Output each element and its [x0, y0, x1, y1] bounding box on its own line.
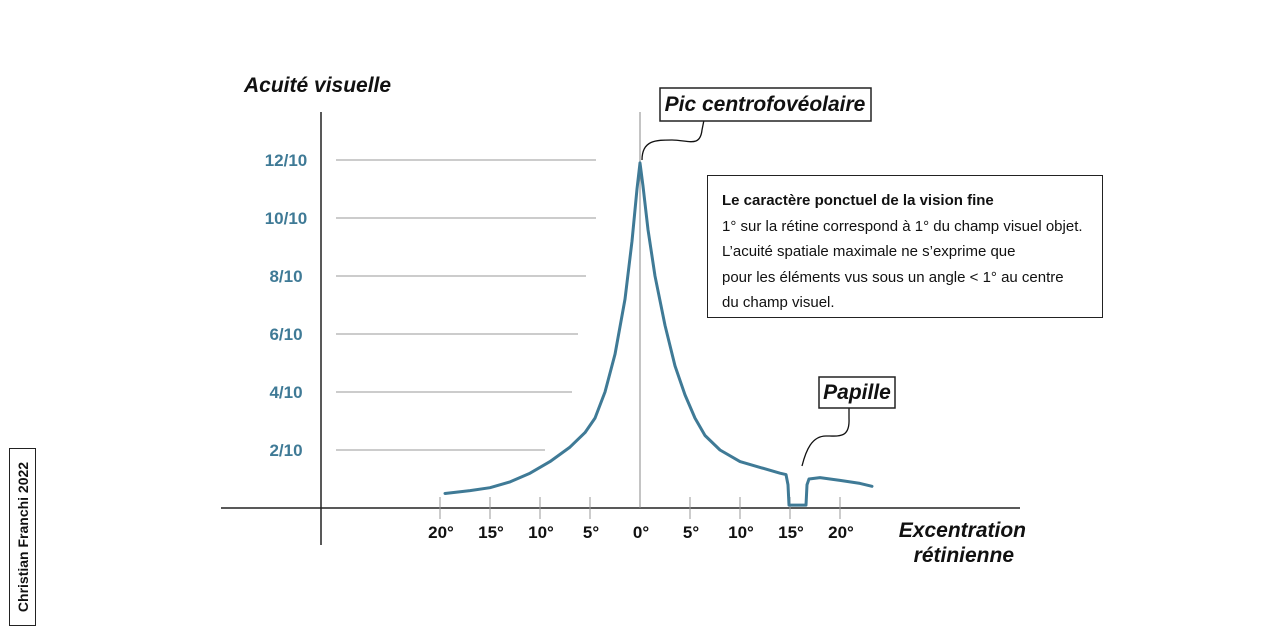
- x-tick-label: 10°: [528, 523, 554, 542]
- x-axis-title-line-1: Excentration: [899, 519, 1026, 542]
- y-tick-label: 12/10: [265, 151, 308, 170]
- x-tick-label: 5°: [683, 523, 699, 542]
- x-tick-label: 10°: [728, 523, 754, 542]
- papille-callout-box: [818, 376, 896, 409]
- credit-text: Christian Franchi 2022: [14, 461, 31, 613]
- y-tick-label: 10/10: [265, 209, 308, 228]
- papille-leader-line: [801, 408, 850, 467]
- x-tick-label: 15°: [478, 523, 504, 542]
- credit-box: Christian Franchi 2022: [9, 448, 36, 626]
- x-tick-label: 5°: [583, 523, 599, 542]
- note-line: du champ visuel.: [722, 294, 835, 311]
- y-tick-label: 6/10: [269, 325, 302, 344]
- x-axis-title-line-2: rétinienne: [914, 544, 1015, 567]
- gridlines: [336, 159, 596, 451]
- y-tick-label: 4/10: [269, 383, 302, 402]
- y-tick-labels: 2/10 4/10 6/10 8/10 10/10 12/10: [265, 151, 308, 460]
- x-tick-label: 20°: [428, 523, 454, 542]
- y-axis-title: Acuité visuelle: [243, 74, 391, 97]
- note-line: pour les éléments vus sous un angle < 1°…: [722, 268, 1064, 286]
- x-tick-label: 15°: [778, 523, 804, 542]
- y-tick-label: 8/10: [269, 267, 302, 286]
- note-line: L’acuité spatiale maximale ne s’exprime …: [722, 243, 1016, 260]
- papille-callout-label: Papille: [823, 381, 891, 404]
- peak-callout-label: Pic centrofovéolaire: [665, 93, 866, 116]
- series: [443, 161, 874, 507]
- peak-callout-box: [659, 87, 872, 122]
- x-tick-label: 0°: [633, 523, 649, 542]
- peak-leader-line: [641, 119, 705, 161]
- acuity-curve: [443, 161, 874, 507]
- note-line: 1° sur la rétine correspond à 1° du cham…: [722, 217, 1083, 235]
- y-tick-label: 2/10: [269, 441, 302, 460]
- note-title: Le caractère ponctuel de la vision fine: [722, 192, 994, 209]
- note-box: Le caractère ponctuel de la vision fine …: [707, 175, 1103, 318]
- x-tick-label: 20°: [828, 523, 854, 542]
- x-ticks: 20° 15° 10° 5° 0° 5° 10° 15° 20°: [428, 497, 854, 542]
